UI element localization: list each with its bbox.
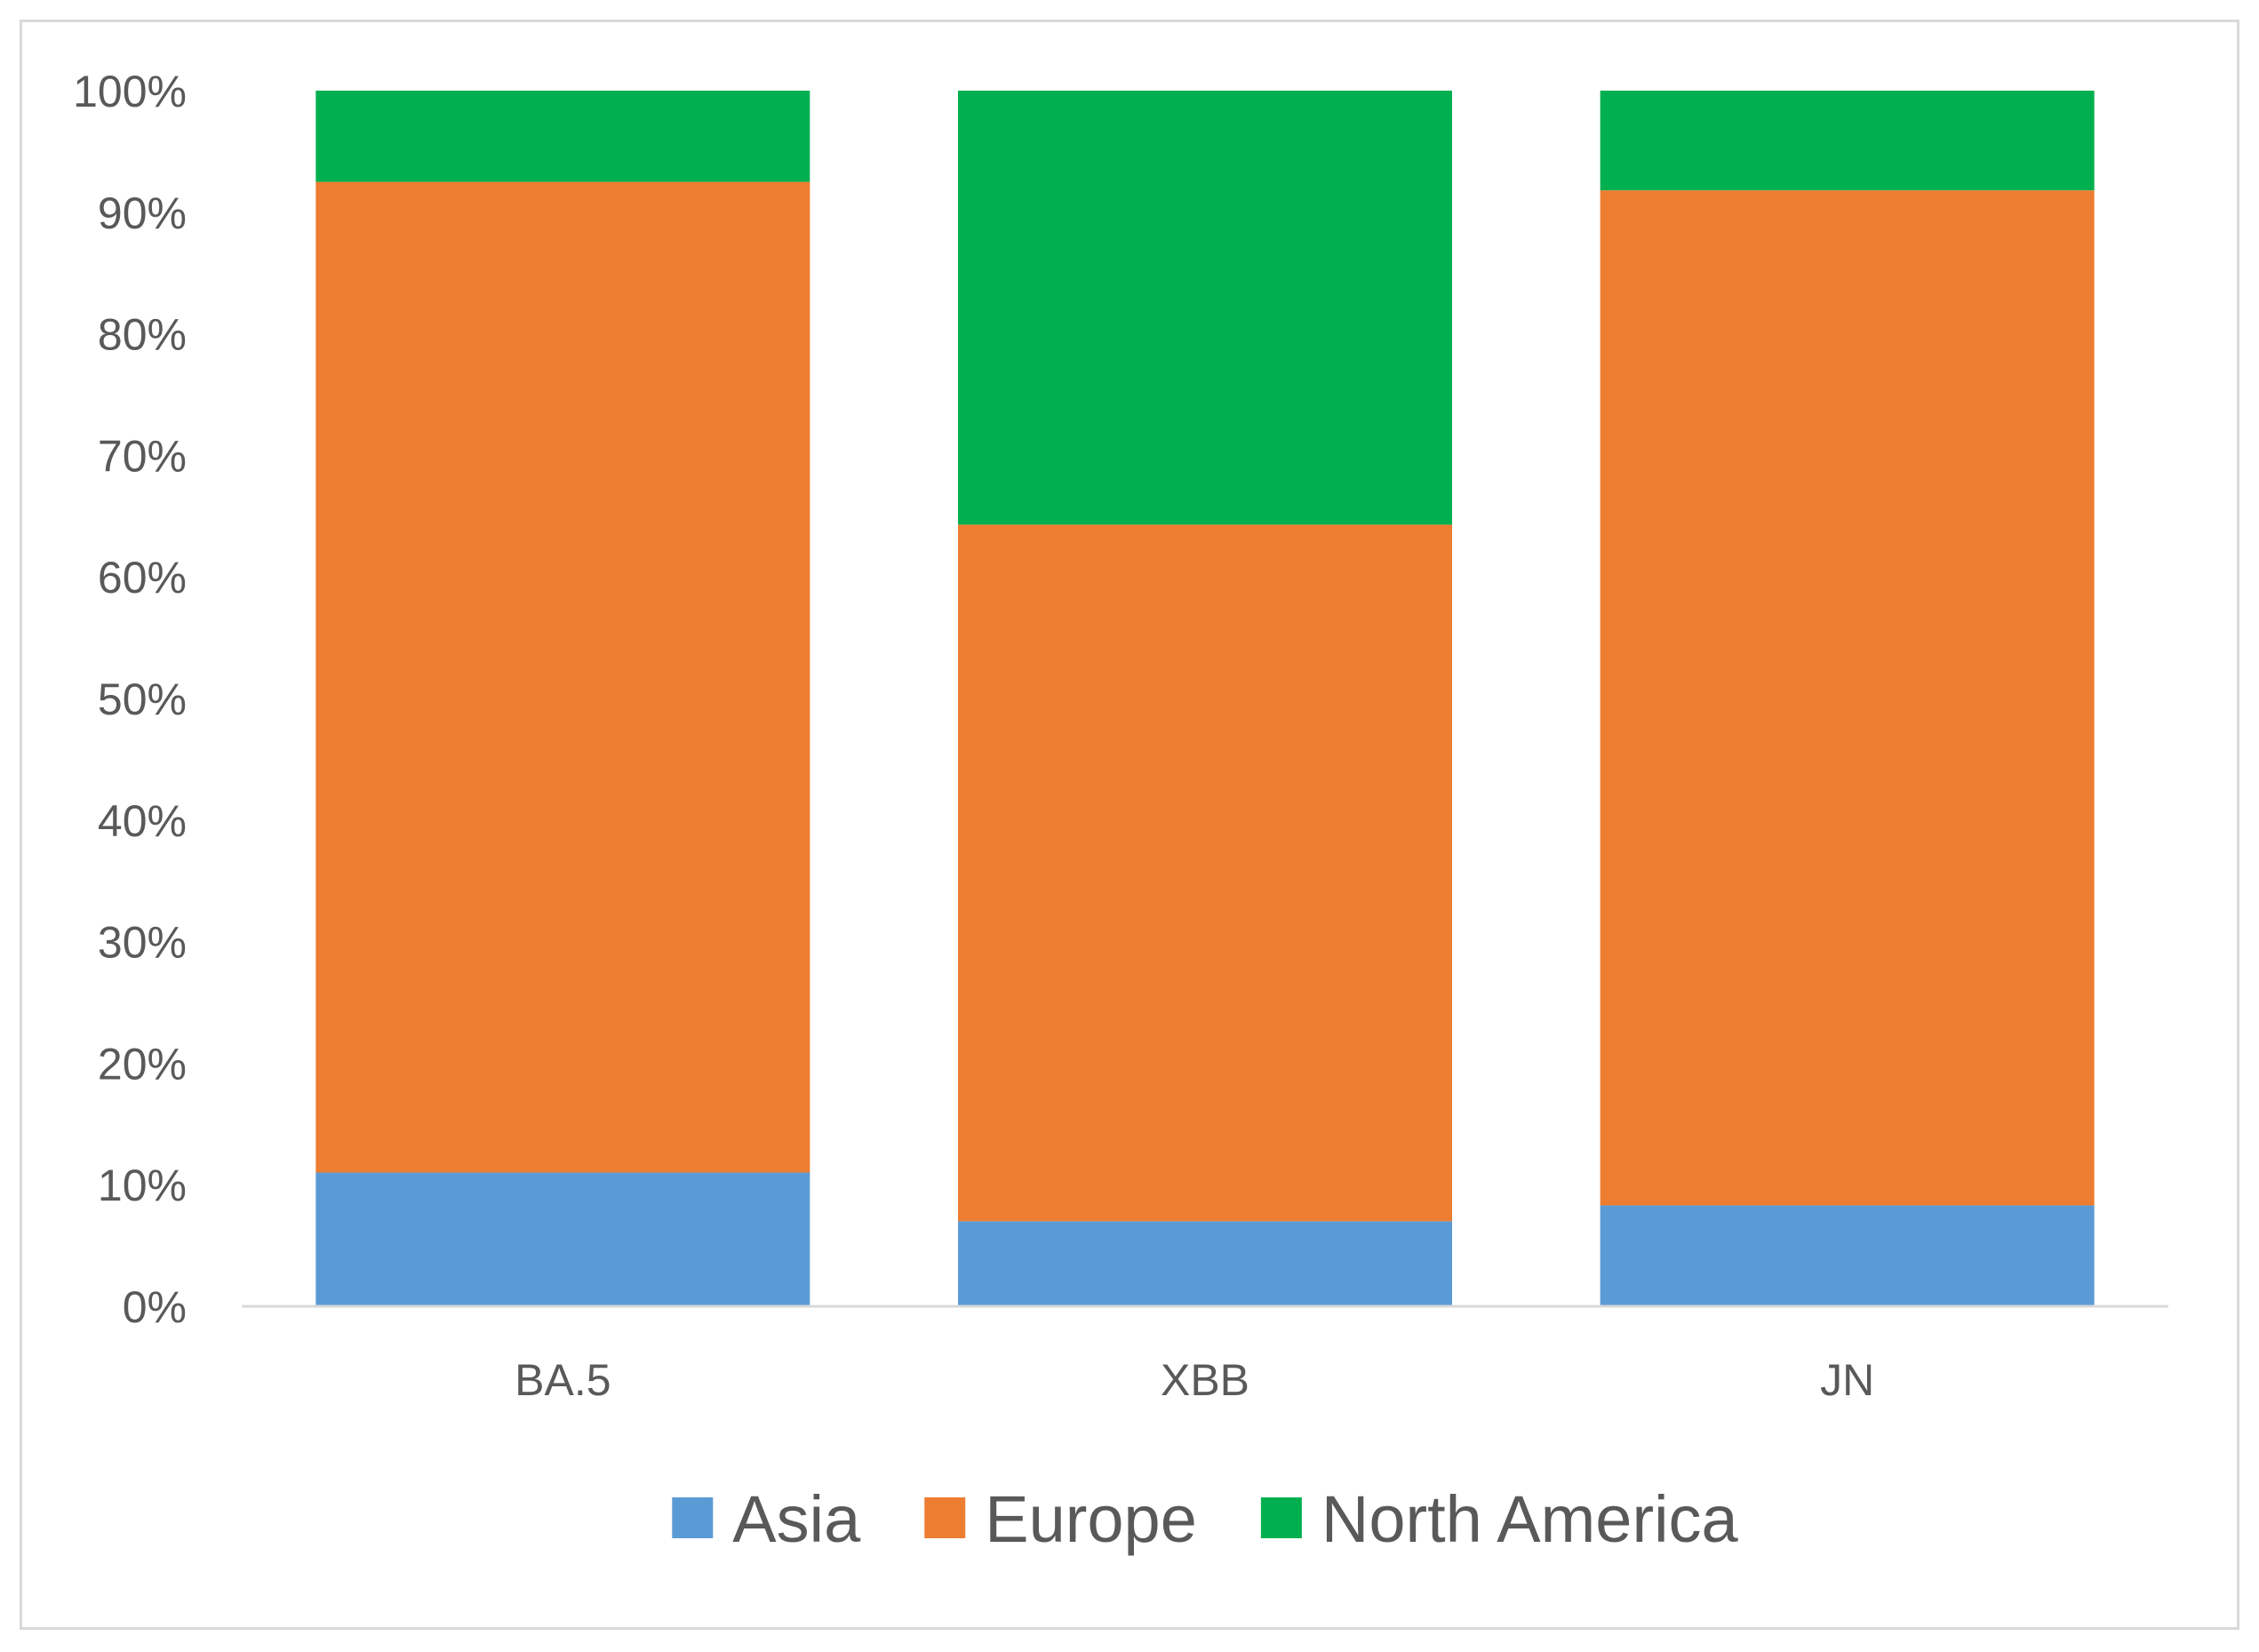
y-tick-label: 60% — [98, 553, 187, 603]
y-tick-label: 80% — [98, 310, 187, 360]
y-tick-label: 30% — [98, 918, 187, 968]
x-tick-label: BA.5 — [515, 1355, 611, 1405]
x-tick-labels: BA.5 XBB JN — [515, 1355, 1874, 1405]
legend-swatch-asia — [672, 1497, 714, 1538]
y-tick-label: 90% — [98, 188, 187, 238]
legend-item-north-america: North America — [1260, 1482, 1739, 1556]
legend-swatch-north-america — [1260, 1497, 1302, 1538]
y-tick-labels: 0% 10% 20% 30% 40% 50% 60% 70% 80% 90% 100% — [73, 67, 187, 1332]
y-tick-label: 100% — [73, 67, 187, 116]
bar-ba-5-north-america — [315, 91, 810, 182]
legend-item-asia: Asia — [672, 1482, 861, 1556]
bar-jn-north-america — [1600, 91, 2095, 191]
legend-label-europe: Europe — [985, 1482, 1197, 1556]
y-tick-label: 70% — [98, 431, 187, 481]
legend: Asia Europe North America — [672, 1482, 1739, 1556]
bar-xbb-europe — [958, 524, 1452, 1222]
y-tick-label: 20% — [98, 1039, 187, 1089]
bar-xbb-north-america — [958, 91, 1452, 525]
legend-swatch-europe — [924, 1497, 966, 1538]
bar-jn-europe — [1600, 190, 2095, 1206]
legend-label-asia: Asia — [732, 1482, 861, 1556]
x-tick-label: JN — [1820, 1355, 1874, 1405]
legend-label-north-america: North America — [1321, 1482, 1739, 1556]
bar-ba-5-asia — [315, 1172, 810, 1306]
bar-jn-asia — [1600, 1205, 2095, 1306]
x-tick-label: XBB — [1161, 1355, 1249, 1405]
y-tick-label: 50% — [98, 674, 187, 724]
bar-ba-5-europe — [315, 181, 810, 1173]
bars-layer — [315, 91, 2095, 1306]
y-tick-label: 40% — [98, 796, 187, 846]
legend-item-europe: Europe — [924, 1482, 1197, 1556]
y-tick-label: 10% — [98, 1161, 187, 1210]
bar-xbb-asia — [958, 1221, 1452, 1306]
y-tick-label: 0% — [123, 1282, 187, 1332]
